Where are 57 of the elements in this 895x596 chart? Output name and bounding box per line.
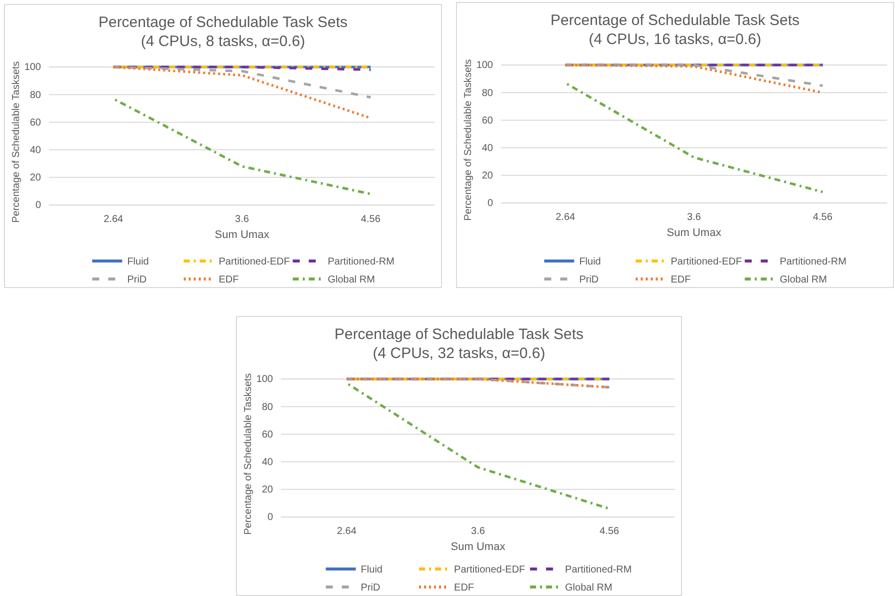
y-tick-label: 80 bbox=[482, 88, 494, 99]
legend-label: EDF bbox=[670, 274, 691, 286]
legend-label: Partitioned-RM bbox=[565, 564, 632, 576]
legend-label: PriD bbox=[579, 274, 599, 286]
y-axis-title: Percentage of Schedulable Tasksets bbox=[243, 373, 254, 535]
y-axis-title: Percentage of Schedulable Tasksets bbox=[11, 61, 22, 223]
x-axis-title: Sum Umax bbox=[666, 227, 722, 239]
legend-label: PriD bbox=[360, 582, 380, 594]
x-tick-label: 2.64 bbox=[336, 526, 357, 538]
y-tick-label: 80 bbox=[30, 90, 42, 101]
legend-label: Partitioned-EDF bbox=[670, 256, 742, 268]
x-axis-title: Sum Umax bbox=[450, 541, 506, 553]
chart-title: Percentage of Schedulable Task Sets bbox=[98, 14, 348, 31]
x-tick-label: 2.64 bbox=[556, 212, 576, 224]
y-tick-label: 20 bbox=[30, 172, 42, 184]
x-tick-label: 4.56 bbox=[360, 214, 381, 226]
legend-label: Global RM bbox=[780, 274, 828, 286]
y-tick-label: 0 bbox=[487, 198, 494, 210]
legend-label: Partitioned-RM bbox=[328, 256, 394, 268]
y-tick-label: 0 bbox=[267, 512, 274, 524]
y-tick-label: 100 bbox=[256, 374, 274, 386]
y-tick-label: 40 bbox=[482, 143, 494, 154]
y-tick-label: 80 bbox=[262, 402, 274, 413]
y-tick-label: 0 bbox=[35, 200, 42, 212]
x-tick-label: 4.56 bbox=[812, 212, 833, 224]
y-tick-label: 40 bbox=[30, 145, 42, 156]
chart-title: Percentage of Schedulable Task Sets bbox=[550, 12, 800, 29]
y-tick-label: 60 bbox=[482, 115, 494, 126]
legend-label: Partitioned-EDF bbox=[454, 564, 526, 576]
legend-label: Fluid bbox=[127, 256, 149, 268]
y-tick-label: 100 bbox=[476, 60, 494, 72]
legend-label: Fluid bbox=[579, 256, 601, 268]
x-tick-label: 3.6 bbox=[687, 212, 702, 224]
x-axis-title: Sum Umax bbox=[214, 229, 270, 241]
y-tick-label: 40 bbox=[262, 457, 274, 468]
y-tick-label: 100 bbox=[24, 62, 42, 74]
chart-subtitle: (4 CPUs, 32 tasks, α=0.6) bbox=[372, 345, 546, 362]
legend-label: EDF bbox=[454, 582, 474, 594]
y-tick-label: 60 bbox=[262, 429, 274, 440]
chart-subtitle: (4 CPUs, 8 tasks, α=0.6) bbox=[140, 33, 306, 50]
legend-label: PriD bbox=[127, 274, 147, 286]
y-axis-title: Percentage of Schedulable Tasksets bbox=[463, 59, 474, 221]
legend-label: Fluid bbox=[360, 564, 382, 576]
y-tick-label: 60 bbox=[30, 117, 42, 128]
y-tick-label: 20 bbox=[482, 170, 494, 182]
y-tick-label: 20 bbox=[262, 484, 274, 496]
x-tick-label: 3.6 bbox=[235, 214, 250, 226]
legend-label: Global RM bbox=[328, 274, 376, 286]
x-tick-label: 4.56 bbox=[600, 526, 620, 538]
legend-label: Partitioned-EDF bbox=[218, 256, 290, 268]
chart-subtitle: (4 CPUs, 16 tasks, α=0.6) bbox=[588, 31, 762, 48]
x-tick-label: 2.64 bbox=[104, 214, 124, 226]
chart-title: Percentage of Schedulable Task Sets bbox=[334, 326, 584, 343]
x-tick-label: 3.6 bbox=[471, 526, 486, 538]
legend-label: Partitioned-RM bbox=[780, 256, 846, 268]
legend-label: EDF bbox=[218, 274, 239, 286]
legend-label: Global RM bbox=[565, 582, 612, 594]
